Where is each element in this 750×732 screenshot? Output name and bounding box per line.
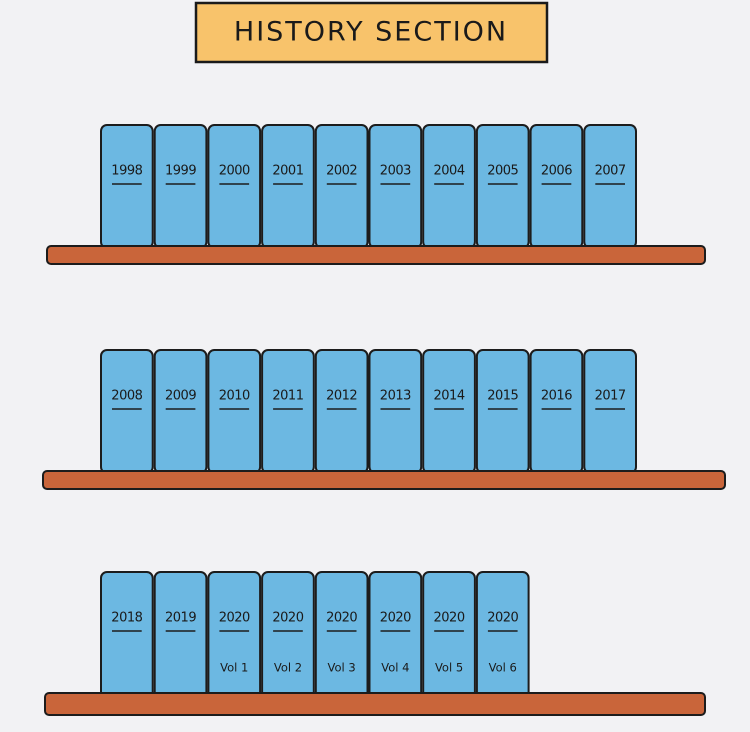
- book: [153, 349, 208, 474]
- book-label: 1998: [111, 164, 142, 179]
- book-label: 2008: [111, 389, 142, 404]
- book: [314, 124, 369, 249]
- volume-label: Vol 3: [328, 661, 356, 675]
- book: [475, 571, 530, 701]
- volume-label: Vol 1: [220, 661, 248, 675]
- volume-label: Vol 4: [381, 661, 409, 675]
- book-label: 2014: [434, 389, 465, 404]
- book-label: 2020: [219, 611, 250, 626]
- book: [314, 349, 369, 474]
- book: [583, 349, 637, 474]
- book: [368, 571, 423, 701]
- volume-label: Vol 2: [274, 661, 302, 675]
- book: [207, 124, 262, 249]
- book: [207, 571, 262, 701]
- book: [100, 571, 154, 701]
- book-label: 2007: [595, 164, 626, 179]
- book-label: 2006: [541, 164, 572, 179]
- book: [529, 349, 584, 474]
- book-label: 2010: [219, 389, 250, 404]
- book-label: 2018: [111, 611, 142, 626]
- book-label: 2020: [326, 611, 357, 626]
- book: [100, 124, 154, 249]
- book-label: 2020: [380, 611, 411, 626]
- book-label: 2015: [487, 389, 518, 404]
- book: [100, 349, 154, 474]
- book-label: 2009: [165, 389, 196, 404]
- book-label: 2020: [487, 611, 518, 626]
- book-label: 2003: [380, 164, 411, 179]
- book-label: 2020: [272, 611, 303, 626]
- book: [475, 349, 530, 474]
- book: [153, 124, 208, 249]
- shelf-plank: [44, 692, 706, 716]
- book: [261, 349, 315, 474]
- book-label: 2017: [595, 389, 626, 404]
- book: [314, 571, 369, 701]
- book-label: 1999: [165, 164, 196, 179]
- book: [475, 124, 530, 249]
- book-label: 2013: [380, 389, 411, 404]
- book-label: 2005: [487, 164, 518, 179]
- book-label: 2012: [326, 389, 357, 404]
- book-label: 2020: [434, 611, 465, 626]
- book-label: 2001: [272, 164, 303, 179]
- book: [368, 349, 423, 474]
- book: [529, 124, 584, 249]
- book: [583, 124, 637, 249]
- volume-label: Vol 5: [435, 661, 463, 675]
- shelf-plank: [42, 470, 726, 490]
- book: [207, 349, 262, 474]
- book-label: 2011: [272, 389, 303, 404]
- book: [261, 124, 315, 249]
- book-label: 2019: [165, 611, 196, 626]
- book-label: 2004: [434, 164, 465, 179]
- book-label: 2016: [541, 389, 572, 404]
- book: [422, 349, 476, 474]
- sign: [194, 1, 549, 64]
- book-label: 2000: [219, 164, 250, 179]
- sign-title: HISTORY SECTION: [234, 17, 508, 48]
- book: [153, 571, 208, 701]
- book: [368, 124, 423, 249]
- volume-label: Vol 6: [489, 661, 517, 675]
- shelf-plank: [46, 245, 706, 265]
- book: [261, 571, 315, 701]
- book: [422, 124, 476, 249]
- book: [422, 571, 476, 701]
- book-label: 2002: [326, 164, 357, 179]
